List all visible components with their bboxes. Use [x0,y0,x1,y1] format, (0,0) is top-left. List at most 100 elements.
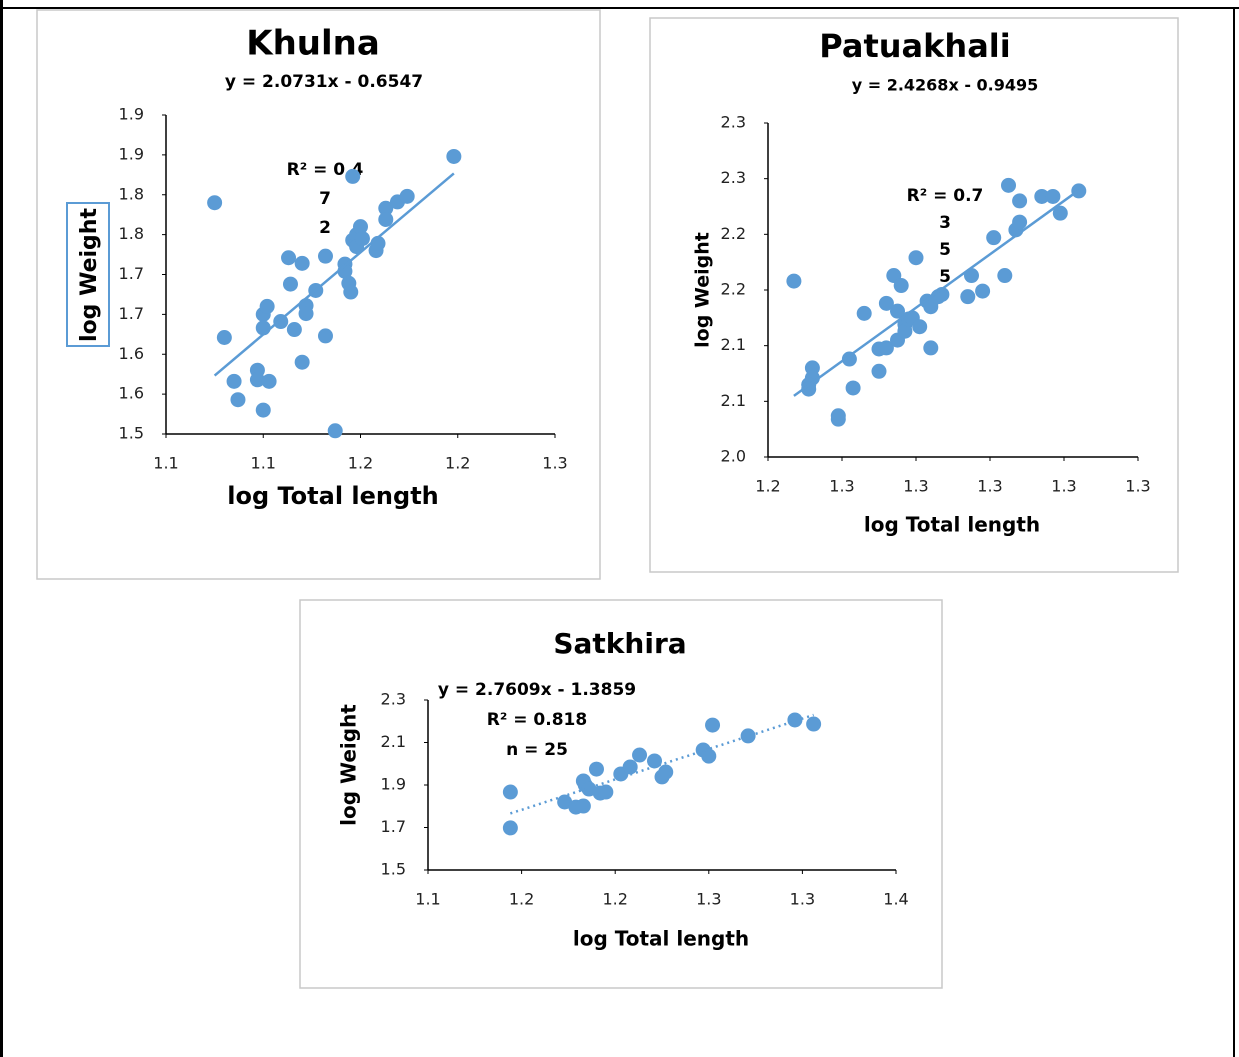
point [1045,188,1061,204]
point [997,268,1013,284]
point [354,231,370,247]
annotation: 2 [319,218,331,238]
x-tick-label: 1.3 [790,890,815,909]
point [1012,214,1028,230]
x-tick-label: 1.2 [755,477,780,496]
point [317,328,333,344]
point [890,303,905,319]
trendline [793,189,1080,397]
chart-title: Khulna [246,24,380,64]
point [897,323,913,339]
annotation: R² = 0.7 [907,186,984,206]
x-tick-label: 1.3 [1051,477,1076,496]
point [647,753,663,769]
point [502,820,518,836]
annotation: R² = 0.818 [487,710,587,730]
point [841,351,857,367]
y-tick-label: 2.1 [721,391,746,410]
point [878,295,894,311]
point [960,289,976,305]
x-tick-label: 1.3 [696,890,721,909]
y-tick-label: 1.7 [119,304,144,323]
point [1012,193,1028,209]
equation: y = 2.0731x - 0.6547 [225,72,423,92]
point [740,728,756,744]
point [327,423,343,439]
point [399,188,415,204]
x-tick-label: 1.3 [903,477,928,496]
point [878,340,894,356]
label-box [66,202,110,347]
point [259,298,275,314]
y-tick-label: 2.1 [721,335,746,354]
x-tick-label: 1.3 [542,454,567,473]
point [261,373,277,389]
point [446,148,462,164]
y-axis-label: log Weight [77,208,102,342]
point [345,168,361,184]
point [282,276,298,292]
point [378,211,394,227]
y-tick-label: 1.5 [381,860,406,879]
point [705,717,721,733]
point [1052,205,1068,221]
point [871,363,887,379]
y-tick-label: 2.2 [721,224,746,243]
point [975,283,991,299]
point [588,761,604,777]
point [575,798,591,814]
x-tick-label: 1.3 [829,477,854,496]
point [353,219,368,235]
x-tick-label: 1.3 [1125,477,1150,496]
point [1034,188,1050,204]
y-tick-label: 2.1 [381,732,406,751]
y-tick-label: 1.7 [119,264,144,283]
x-tick-label: 1.2 [445,454,470,473]
y-tick-label: 1.8 [119,224,144,243]
x-tick-label: 1.1 [415,890,440,909]
point [294,354,310,370]
x-axis-label: log Total length [573,927,749,951]
annotation: 3 [939,213,951,233]
trendline [213,172,455,377]
point [786,273,802,289]
point [912,319,928,335]
point [787,712,803,728]
point [230,392,246,408]
point [622,759,638,775]
point [343,284,359,300]
y-tick-label: 1.5 [119,424,144,443]
point [216,330,232,346]
trendline [509,713,815,815]
annotation: n = 25 [506,740,568,760]
y-tick-label: 2.3 [721,168,746,187]
equation: y = 2.4268x - 0.9495 [852,76,1039,95]
point [658,764,674,780]
point [378,200,394,216]
y-axis-label: log Weight [692,232,714,348]
x-tick-label: 1.2 [602,890,627,909]
point [207,195,223,211]
point [856,305,872,321]
point [281,250,297,266]
point [298,306,314,322]
y-tick-label: 2.0 [721,447,746,466]
y-tick-label: 1.7 [381,817,406,836]
chart-title: Patuakhali [819,27,1010,65]
y-tick-label: 1.6 [119,344,144,363]
x-tick-label: 1.2 [509,890,534,909]
point [986,230,1002,246]
point [701,748,717,764]
y-tick-label: 2.2 [721,280,746,299]
point [598,784,614,800]
panel [649,17,1179,573]
y-tick-label: 1.9 [119,144,144,163]
x-tick-label: 1.2 [348,454,373,473]
x-axis-label: log Total length [227,482,439,510]
point [923,340,939,356]
x-axis-label: log Total length [864,513,1040,537]
point [294,255,310,271]
y-tick-label: 1.9 [381,775,406,794]
point [502,784,518,800]
y-tick-label: 2.3 [721,113,746,132]
